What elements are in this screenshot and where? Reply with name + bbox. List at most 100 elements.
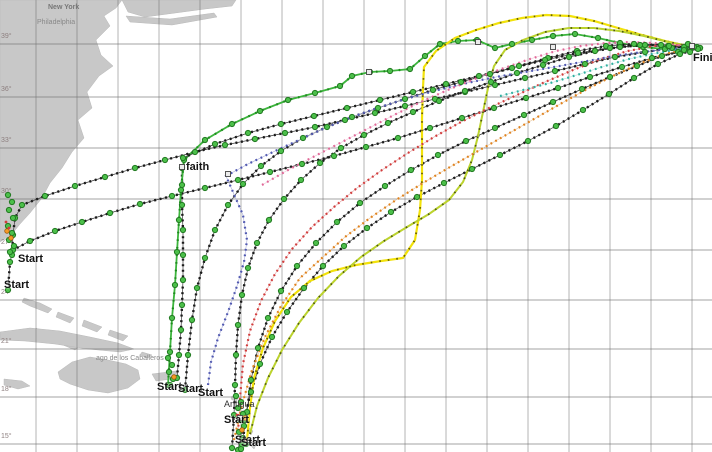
position-marker[interactable]: [442, 80, 450, 88]
position-marker[interactable]: [401, 95, 409, 103]
position-marker[interactable]: [178, 181, 186, 189]
position-marker[interactable]: [244, 264, 252, 272]
position-marker[interactable]: [508, 40, 516, 48]
position-marker[interactable]: [136, 200, 144, 208]
boat-position-square[interactable]: [475, 39, 481, 45]
position-marker[interactable]: [312, 239, 320, 247]
position-marker[interactable]: [409, 88, 417, 96]
position-marker[interactable]: [574, 49, 582, 57]
position-marker[interactable]: [280, 195, 288, 203]
position-marker[interactable]: [491, 124, 499, 132]
position-marker[interactable]: [680, 46, 688, 54]
position-marker[interactable]: [579, 106, 587, 114]
position-marker[interactable]: [106, 209, 114, 217]
position-marker[interactable]: [41, 192, 49, 200]
position-marker[interactable]: [5, 206, 13, 214]
position-marker[interactable]: [71, 182, 79, 190]
position-marker[interactable]: [508, 64, 516, 72]
position-marker[interactable]: [490, 104, 498, 112]
position-marker[interactable]: [515, 62, 523, 70]
position-marker[interactable]: [435, 97, 443, 105]
position-marker[interactable]: [254, 344, 262, 352]
position-marker[interactable]: [429, 86, 437, 94]
position-marker[interactable]: [363, 224, 371, 232]
track-low-a-points[interactable]: [240, 46, 701, 446]
position-marker[interactable]: [178, 301, 186, 309]
position-marker[interactable]: [8, 229, 16, 237]
position-marker[interactable]: [6, 248, 14, 256]
position-marker[interactable]: [211, 226, 219, 234]
position-marker[interactable]: [491, 44, 499, 52]
position-marker[interactable]: [281, 129, 289, 137]
position-marker[interactable]: [293, 262, 301, 270]
position-marker[interactable]: [131, 164, 139, 172]
position-marker[interactable]: [539, 61, 547, 69]
position-marker[interactable]: [436, 40, 444, 48]
position-marker[interactable]: [10, 242, 18, 250]
position-marker[interactable]: [244, 129, 252, 137]
position-marker[interactable]: [178, 201, 186, 209]
position-marker[interactable]: [4, 191, 12, 199]
position-marker[interactable]: [201, 136, 209, 144]
position-marker[interactable]: [486, 70, 494, 78]
position-marker[interactable]: [237, 398, 245, 406]
boat-position-square[interactable]: [179, 164, 185, 170]
position-marker[interactable]: [175, 351, 183, 359]
position-marker[interactable]: [181, 386, 189, 394]
position-marker[interactable]: [300, 284, 308, 292]
position-marker[interactable]: [168, 192, 176, 200]
position-marker[interactable]: [265, 216, 273, 224]
position-marker[interactable]: [238, 291, 246, 299]
position-marker[interactable]: [171, 281, 179, 289]
position-marker[interactable]: [565, 53, 573, 61]
position-marker[interactable]: [665, 42, 673, 50]
position-marker[interactable]: [18, 201, 26, 209]
position-marker[interactable]: [277, 120, 285, 128]
position-marker-orange[interactable]: [242, 415, 248, 421]
position-marker[interactable]: [457, 78, 465, 86]
position-marker[interactable]: [164, 354, 172, 362]
position-marker[interactable]: [165, 368, 173, 376]
position-marker[interactable]: [384, 119, 392, 127]
position-marker[interactable]: [630, 74, 638, 82]
position-marker[interactable]: [551, 67, 559, 75]
position-marker[interactable]: [440, 179, 448, 187]
position-marker[interactable]: [686, 48, 694, 56]
position-marker[interactable]: [242, 440, 250, 448]
position-marker[interactable]: [356, 199, 364, 207]
position-marker[interactable]: [578, 85, 586, 93]
position-marker[interactable]: [554, 84, 562, 92]
boat-position-square[interactable]: [225, 171, 231, 177]
track-orange-points[interactable]: [232, 46, 701, 441]
position-marker-orange[interactable]: [171, 374, 177, 380]
position-marker[interactable]: [362, 143, 370, 151]
position-marker[interactable]: [297, 176, 305, 184]
position-marker[interactable]: [606, 44, 614, 52]
position-marker[interactable]: [381, 182, 389, 190]
position-marker[interactable]: [387, 208, 395, 216]
position-marker[interactable]: [522, 94, 530, 102]
position-marker[interactable]: [641, 41, 649, 49]
position-marker[interactable]: [462, 137, 470, 145]
position-marker[interactable]: [161, 156, 169, 164]
track-antigua-n[interactable]: [231, 44, 692, 449]
position-marker[interactable]: [311, 123, 319, 131]
track-chartreuse[interactable]: [249, 27, 702, 435]
position-marker[interactable]: [179, 154, 187, 162]
track-low-b[interactable]: [237, 48, 699, 451]
position-marker[interactable]: [360, 131, 368, 139]
position-marker[interactable]: [605, 90, 613, 98]
track-low-b-points[interactable]: [236, 47, 699, 451]
position-marker[interactable]: [340, 242, 348, 250]
position-marker[interactable]: [228, 120, 236, 128]
position-marker[interactable]: [256, 360, 264, 368]
position-marker[interactable]: [348, 72, 356, 80]
position-marker[interactable]: [166, 348, 174, 356]
position-marker[interactable]: [549, 98, 557, 106]
position-marker[interactable]: [247, 376, 255, 384]
position-marker[interactable]: [520, 111, 528, 119]
position-marker[interactable]: [4, 286, 12, 294]
position-marker[interactable]: [231, 381, 239, 389]
position-marker[interactable]: [586, 73, 594, 81]
